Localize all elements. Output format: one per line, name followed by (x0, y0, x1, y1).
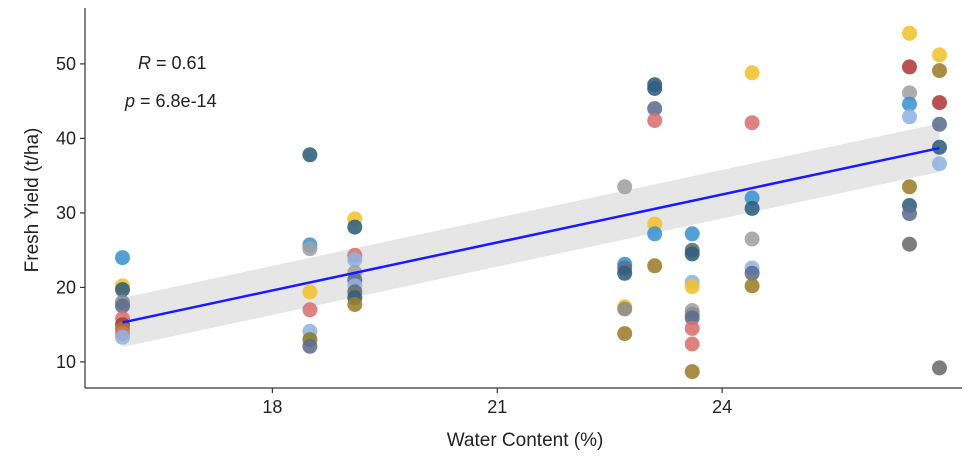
data-point (744, 231, 760, 247)
data-point (932, 95, 947, 111)
axes-layer: 10 20 30 40 50 18 21 24 (56, 8, 962, 417)
data-point (347, 252, 363, 268)
annotation-p: p = 6.8e-14 (124, 91, 217, 111)
data-point (302, 302, 318, 318)
data-point (115, 298, 130, 314)
data-point (932, 139, 947, 155)
y-tick-label: 50 (56, 54, 76, 74)
data-point (617, 179, 633, 195)
data-point (647, 258, 663, 274)
data-point (115, 250, 130, 266)
data-point (684, 320, 700, 336)
points-layer (115, 25, 947, 380)
data-point (744, 265, 760, 281)
data-point (647, 226, 663, 242)
x-tick-label: 18 (262, 397, 282, 417)
data-point (932, 116, 947, 132)
data-point (684, 364, 700, 380)
data-point (302, 338, 318, 354)
data-point (902, 85, 917, 101)
data-point (902, 25, 917, 41)
data-point (902, 179, 917, 195)
data-point (744, 190, 760, 206)
data-point (932, 47, 947, 63)
data-point (932, 360, 947, 376)
data-point (115, 329, 130, 345)
x-tick-label: 24 (712, 397, 732, 417)
data-point (347, 219, 363, 235)
y-tick-label: 10 (56, 352, 76, 372)
data-point (684, 226, 700, 242)
trend-line (122, 146, 940, 324)
data-point (744, 65, 760, 81)
data-point (684, 336, 700, 352)
data-point (302, 241, 318, 257)
data-point (115, 282, 130, 298)
data-point (902, 236, 917, 252)
trend-line-layer (122, 146, 940, 324)
data-point (684, 279, 700, 295)
data-point (902, 109, 917, 125)
data-point (617, 265, 633, 281)
y-tick-label: 30 (56, 203, 76, 223)
data-point (347, 297, 363, 312)
data-point (617, 301, 633, 317)
data-point (902, 96, 917, 112)
data-point (684, 246, 700, 262)
data-point (932, 63, 947, 79)
y-tick-label: 40 (56, 128, 76, 148)
data-point (902, 206, 917, 222)
data-point (617, 326, 633, 342)
data-point (684, 310, 700, 326)
data-point (744, 200, 760, 216)
data-point (647, 81, 663, 96)
data-point (647, 113, 663, 128)
data-point (932, 156, 947, 172)
x-axis-title: Water Content (%) (447, 430, 604, 451)
data-point (744, 115, 760, 131)
data-point (302, 284, 318, 300)
x-tick-label: 21 (487, 397, 507, 417)
annotation-r: R = 0.61 (138, 53, 207, 73)
data-point (302, 147, 318, 163)
data-point (902, 59, 917, 75)
y-tick-label: 20 (56, 277, 76, 297)
data-point (744, 278, 760, 294)
data-point (647, 101, 663, 117)
y-axis-title: Fresh Yield (t/ha) (22, 128, 43, 273)
